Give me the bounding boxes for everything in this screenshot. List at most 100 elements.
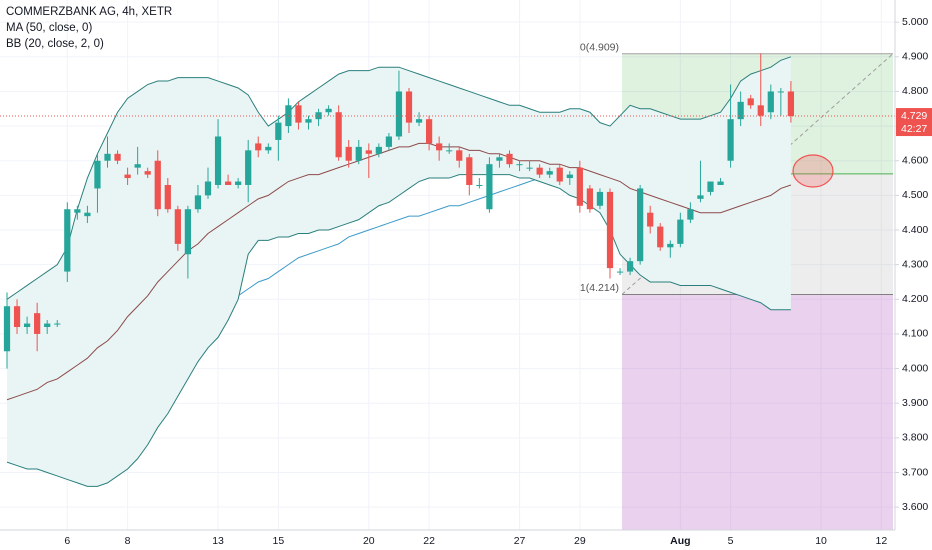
y-tick-label: 3.600 bbox=[902, 501, 928, 513]
candle-body bbox=[626, 261, 634, 272]
candle-body bbox=[546, 171, 553, 175]
y-tick-label: 4.000 bbox=[902, 362, 928, 374]
candle-body bbox=[13, 306, 21, 328]
candle-body bbox=[395, 91, 403, 137]
x-tick-label: 15 bbox=[273, 535, 285, 547]
candle-body bbox=[74, 209, 81, 213]
candle-body bbox=[164, 184, 171, 210]
candle-body bbox=[104, 153, 111, 161]
candle-body bbox=[747, 98, 754, 106]
candle-body bbox=[335, 112, 342, 158]
y-tick-label: 4.600 bbox=[902, 155, 928, 167]
candle-body bbox=[305, 119, 312, 123]
candle-body bbox=[687, 209, 694, 220]
candle-body bbox=[667, 243, 674, 248]
candle-body bbox=[436, 143, 443, 151]
candle-body bbox=[275, 122, 282, 140]
y-tick-label: 4.300 bbox=[902, 258, 928, 270]
candle-body bbox=[415, 119, 423, 123]
candle-body bbox=[194, 195, 202, 210]
candle-body bbox=[124, 174, 131, 179]
y-tick-label: 4.200 bbox=[902, 293, 928, 305]
candle-body bbox=[596, 191, 604, 206]
candle-body bbox=[295, 105, 302, 123]
chart-title: COMMERZBANK AG, 4h, XETR bbox=[6, 6, 172, 18]
candle-body bbox=[54, 323, 61, 325]
x-tick-label: 12 bbox=[876, 535, 888, 547]
x-tick-label: 29 bbox=[574, 535, 586, 547]
candle-body bbox=[606, 191, 614, 269]
y-tick-label: 3.800 bbox=[902, 432, 928, 444]
legend: COMMERZBANK AG, 4h, XETR MA (50, close, … bbox=[6, 6, 172, 50]
candle-body bbox=[526, 167, 533, 169]
candle-body bbox=[385, 136, 393, 147]
y-tick-label: 3.700 bbox=[902, 466, 928, 478]
candle-body bbox=[405, 91, 413, 123]
candle-body bbox=[707, 181, 714, 192]
candle-body bbox=[154, 160, 161, 210]
candle-body bbox=[677, 219, 684, 244]
candle-body bbox=[727, 119, 734, 161]
x-tick-label: Aug bbox=[670, 535, 690, 547]
x-tick-label: 10 bbox=[815, 535, 827, 547]
candle-body bbox=[536, 167, 543, 175]
candle-body bbox=[245, 150, 252, 185]
x-tick-label: 13 bbox=[212, 535, 224, 547]
candle-body bbox=[174, 209, 181, 244]
candle-body bbox=[697, 195, 704, 199]
highlight-ellipse bbox=[792, 154, 834, 188]
fib-zone bbox=[622, 294, 893, 530]
candle-body bbox=[466, 157, 473, 185]
candle-body bbox=[44, 323, 51, 328]
candle-body bbox=[3, 306, 11, 352]
y-tick-label: 5.000 bbox=[902, 16, 928, 28]
candle-body bbox=[586, 188, 594, 210]
candle-body bbox=[657, 226, 664, 248]
candle-body bbox=[506, 153, 513, 165]
candle-body bbox=[375, 146, 382, 154]
candle-body bbox=[355, 146, 362, 161]
candle-body bbox=[204, 181, 212, 196]
candle-body bbox=[425, 119, 433, 144]
candle-body bbox=[265, 146, 272, 151]
candle-body bbox=[476, 184, 483, 186]
legend-ma: MA (50, close, 0) bbox=[6, 22, 92, 34]
candle-body bbox=[787, 91, 795, 117]
bollinger-band-fill bbox=[7, 56, 791, 487]
x-tick-label: 27 bbox=[514, 535, 526, 547]
candle-body bbox=[496, 157, 503, 161]
candle-body bbox=[144, 171, 151, 175]
candle-body bbox=[647, 212, 654, 227]
x-tick-label: 6 bbox=[64, 535, 70, 547]
candle-body bbox=[456, 150, 463, 161]
candle-body bbox=[114, 153, 121, 161]
candle-body bbox=[767, 91, 774, 113]
x-tick-label: 5 bbox=[728, 535, 734, 547]
overlay-layer bbox=[0, 115, 895, 188]
candle-body bbox=[737, 101, 744, 120]
fib-level-label: 1(4.214) bbox=[580, 282, 619, 294]
last-price-label: 4.729 bbox=[901, 110, 927, 122]
fib-trend-line bbox=[621, 53, 894, 295]
candle-body bbox=[23, 323, 31, 328]
candle-body bbox=[637, 188, 644, 262]
candle-body bbox=[34, 313, 41, 334]
candle-body bbox=[556, 167, 563, 182]
y-tick-label: 4.400 bbox=[902, 224, 928, 236]
candle-body bbox=[235, 181, 242, 185]
candle-body bbox=[255, 143, 262, 151]
bollinger-lower bbox=[6, 174, 791, 487]
bollinger-basis bbox=[6, 142, 792, 401]
candle-body bbox=[576, 167, 583, 206]
countdown-label: 42:27 bbox=[901, 123, 927, 135]
candle-body bbox=[224, 181, 232, 185]
time-axis-background bbox=[0, 530, 932, 550]
candle-body bbox=[486, 164, 493, 210]
candle-body bbox=[757, 105, 764, 116]
candle-body bbox=[184, 209, 192, 255]
candle-body bbox=[616, 271, 624, 273]
candle-body bbox=[365, 150, 372, 154]
x-tick-label: 20 bbox=[363, 535, 375, 547]
